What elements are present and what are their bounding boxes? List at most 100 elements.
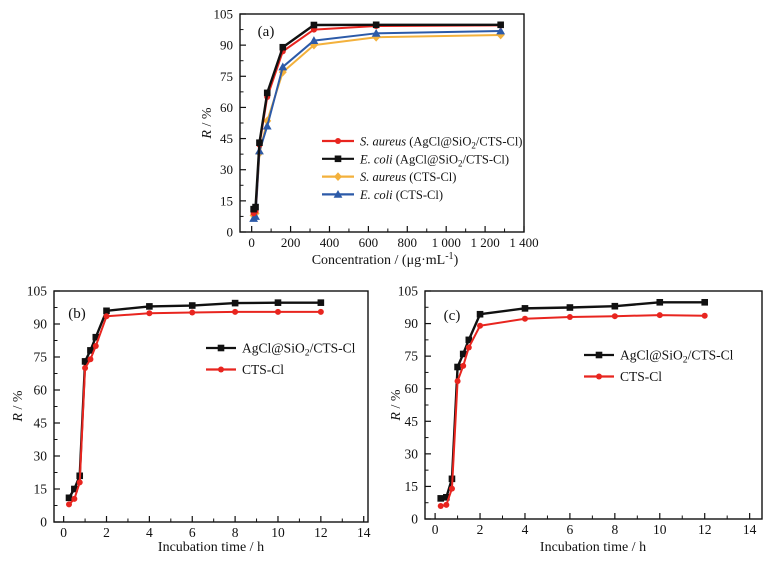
data-point-marker xyxy=(82,365,89,371)
data-point-marker xyxy=(454,363,461,371)
data-point-marker xyxy=(566,314,573,321)
x-tick-label: 2 xyxy=(477,522,484,537)
x-tick-label: 0 xyxy=(432,522,439,537)
data-point-marker xyxy=(262,121,272,130)
y-tick-label: 0 xyxy=(40,515,47,530)
x-tick-label: 14 xyxy=(357,525,371,540)
data-point-marker xyxy=(87,347,94,354)
y-axis-label: R / % xyxy=(389,389,404,421)
data-point-marker xyxy=(611,313,618,320)
data-point-marker xyxy=(701,298,709,306)
series-line xyxy=(440,301,705,500)
data-point-marker xyxy=(76,479,83,486)
data-point-marker xyxy=(103,307,110,315)
data-point-marker xyxy=(595,351,603,359)
data-point-marker xyxy=(274,299,282,306)
y-tick-label: 90 xyxy=(220,38,233,53)
x-tick-label: 1 000 xyxy=(432,235,461,250)
x-tick-label: 0 xyxy=(60,525,67,540)
data-point-marker xyxy=(334,172,342,181)
legend-b: AgCl@SiO2/CTS-Cl CTS-Cl xyxy=(206,341,356,377)
data-point-marker xyxy=(263,116,272,126)
series-line xyxy=(252,23,501,210)
legend-label: AgCl@SiO2/CTS-Cl xyxy=(242,341,356,359)
series-cts-cl xyxy=(437,312,708,509)
data-point-marker xyxy=(437,502,444,509)
y-tick-label: 45 xyxy=(220,131,233,146)
y-tick-label: 75 xyxy=(34,350,48,365)
data-point-marker xyxy=(71,495,78,502)
data-point-marker xyxy=(443,493,450,501)
series-cts-cl xyxy=(66,308,324,508)
y-tick-label: 90 xyxy=(405,316,419,331)
y-tick-label: 60 xyxy=(220,100,233,115)
x-tick-label: 1 200 xyxy=(470,235,499,250)
chart-c: 0 2 4 6 8 10 12 14 0 15 30 45 60 75 90 105 AgCl@SiO2/CTS… xyxy=(389,284,763,555)
legend-a: S. aureus (AgCl@SiO2/CTS-Cl)E. coli (AgC… xyxy=(322,135,522,202)
legend-label: E. coli (CTS-Cl) xyxy=(359,188,443,202)
data-point-marker xyxy=(521,315,528,322)
data-point-marker xyxy=(231,299,239,307)
x-tick-label: 0 xyxy=(248,235,255,250)
y-tick-label: 15 xyxy=(34,482,48,497)
data-point-marker xyxy=(146,303,153,310)
data-point-marker xyxy=(92,343,99,349)
x-tick-label: 12 xyxy=(698,522,712,537)
x-axis-label: Incubation time / h xyxy=(540,540,646,555)
y-axis-label: R / % xyxy=(11,390,26,422)
data-point-marker xyxy=(454,378,461,385)
data-point-marker xyxy=(317,308,324,315)
data-point-marker xyxy=(189,309,196,316)
data-point-marker xyxy=(65,494,73,502)
x-tick-label: 10 xyxy=(653,522,667,537)
data-point-marker xyxy=(465,344,472,351)
y-tick-label: 0 xyxy=(227,225,234,240)
chart-a: 0 200 400 600 800 1 000 1 200 1 400 0 15 30 45 60 75 9… xyxy=(200,7,539,269)
data-point-marker xyxy=(701,312,708,319)
data-point-marker xyxy=(188,302,196,309)
y-tick-label: 15 xyxy=(220,193,233,208)
x-tick-label: 600 xyxy=(359,235,379,250)
y-tick-label: 30 xyxy=(34,449,48,464)
y-tick-label: 30 xyxy=(220,162,233,177)
legend-label: AgCl@SiO2/CTS-Cl xyxy=(620,348,734,366)
data-point-marker xyxy=(476,310,484,318)
data-point-marker xyxy=(521,305,529,312)
data-point-marker xyxy=(218,366,224,373)
x-tick-label: 6 xyxy=(567,522,574,537)
data-point-marker xyxy=(465,336,473,344)
x-axis-label: Concentration / (μg·mL-1) xyxy=(312,251,459,268)
panel-label: (b) xyxy=(68,306,86,322)
data-point-marker xyxy=(371,28,381,37)
legend-label: S. aureus (AgCl@SiO2/CTS-Cl) xyxy=(360,135,522,151)
y-tick-label: 0 xyxy=(411,512,418,527)
data-point-marker xyxy=(477,322,484,329)
y-tick-label: 45 xyxy=(34,416,48,431)
data-point-marker xyxy=(146,310,153,317)
x-tick-label: 1 400 xyxy=(509,235,538,250)
data-point-marker xyxy=(310,21,318,29)
data-point-marker xyxy=(656,298,664,306)
data-point-marker xyxy=(333,190,343,198)
x-axis-label: Incubation time / h xyxy=(158,540,264,555)
data-point-marker xyxy=(443,501,450,508)
y-tick-label: 105 xyxy=(27,284,48,299)
x-tick-label: 4 xyxy=(522,522,529,537)
data-point-marker xyxy=(274,308,281,315)
data-point-marker xyxy=(87,356,94,363)
legend-label: CTS-Cl xyxy=(620,369,662,384)
data-point-marker xyxy=(66,501,73,508)
data-point-marker xyxy=(448,485,455,492)
data-point-marker xyxy=(611,302,619,310)
data-point-marker xyxy=(656,312,663,319)
legend-label: S. aureus (CTS-Cl) xyxy=(360,170,456,184)
data-point-marker xyxy=(566,304,574,311)
data-point-marker xyxy=(92,333,100,341)
panel-label: (a) xyxy=(258,24,275,40)
y-axis-label: R / % xyxy=(200,107,215,139)
data-point-marker xyxy=(252,203,259,211)
x-tick-label: 14 xyxy=(743,522,757,537)
x-tick-label: 6 xyxy=(189,525,196,540)
series-line xyxy=(252,24,501,214)
